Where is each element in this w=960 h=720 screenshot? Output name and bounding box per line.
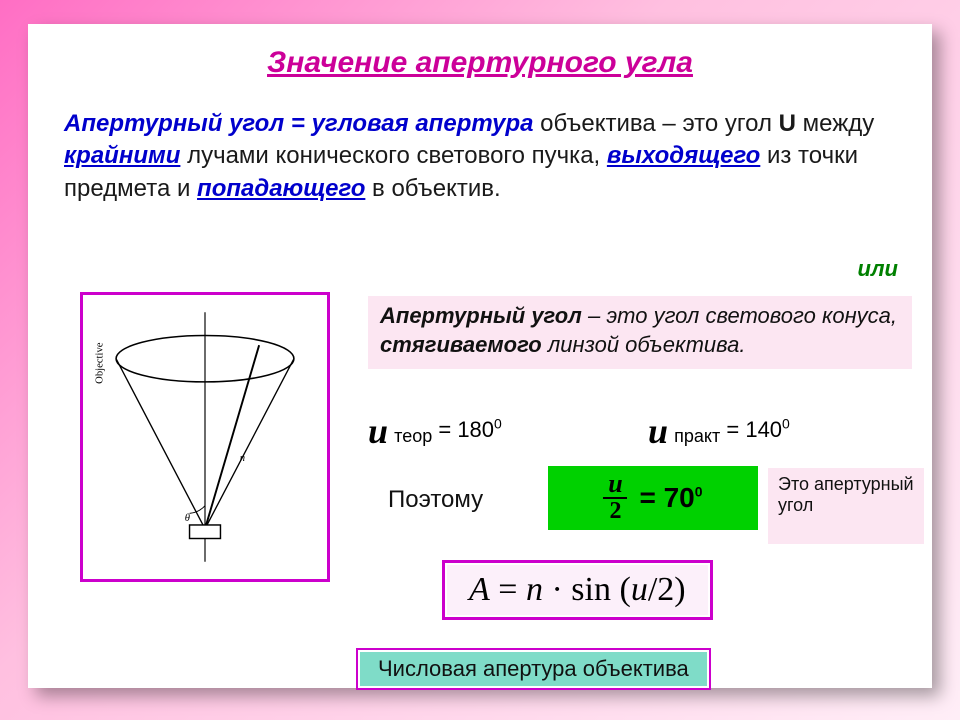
u-prakt-val: = 140 [726, 417, 782, 442]
intro-text-2: между [796, 110, 874, 137]
n-label: n [240, 453, 245, 464]
term-angular-aperture: угловая апертура [312, 110, 534, 137]
frac-num: u [608, 472, 622, 497]
definition-paragraph: Апертурный угол = угловая апертура объек… [64, 108, 896, 205]
u-sub-prakt: практ [674, 426, 720, 446]
eq-sign: = [284, 110, 311, 137]
f-sin: sin [571, 571, 619, 608]
u-teor-val: = 180 [438, 417, 494, 442]
slide-title: Значение апертурного угла [28, 46, 932, 80]
u-sub-teor: теор [394, 426, 432, 446]
theta-label: θ [185, 513, 190, 524]
or-label: или [857, 256, 898, 282]
deg-2: 0 [782, 415, 790, 431]
intro-text-3: лучами конического светового пучка, [180, 142, 606, 169]
numerical-aperture-formula-frame: A = n · sin (u/2) [442, 560, 713, 620]
fraction-u-over-2: u 2 [603, 472, 627, 524]
f-paren-close: ) [674, 571, 685, 608]
frac-den: 2 [603, 497, 627, 524]
f-n: n [526, 571, 543, 608]
intro-text-1: объектива – это угол [533, 110, 778, 137]
def2-term: Апертурный угол [380, 303, 582, 328]
u-symbol-2: u [648, 410, 668, 452]
def2-tail: линзой объектива. [542, 332, 746, 357]
term-aperture-angle: Апертурный угол [64, 110, 284, 137]
word-extreme: крайними [64, 142, 180, 169]
f-slash: / [648, 571, 657, 608]
f-u: u [631, 571, 648, 608]
f-dot: · [543, 571, 571, 608]
cone-diagram: θ n Objective [80, 292, 330, 582]
u-values-row: u теор = 1800 u практ = 1400 [368, 410, 928, 458]
f-A: A [469, 571, 490, 608]
u-practical: u практ = 1400 [648, 410, 790, 452]
half-angle-value: = 700 [639, 482, 702, 514]
half-angle-box: u 2 = 700 [548, 466, 758, 530]
def2-bold: стягиваемого [380, 332, 542, 357]
deg-1: 0 [494, 415, 502, 431]
numerical-aperture-formula: A = n · sin (u/2) [447, 565, 708, 615]
f-2: 2 [657, 571, 674, 608]
variable-u: U [779, 110, 796, 137]
green-eq: = 70 [639, 482, 694, 513]
side-note: Это апертурный угол [768, 468, 924, 544]
therefore-label: Поэтому [388, 486, 483, 514]
u-theoretical: u теор = 1800 [368, 410, 502, 452]
f-paren-open: ( [619, 571, 630, 608]
slide-card: Значение апертурного угла Апертурный уго… [28, 24, 932, 688]
word-emerging: выходящего [607, 142, 760, 169]
f-eq: = [490, 571, 526, 608]
objective-label: Objective [95, 342, 106, 384]
word-entering: попадающего [197, 175, 365, 202]
caption-frame: Числовая апертура объектива [356, 648, 711, 690]
deg-3: 0 [695, 484, 703, 500]
def2-mid: – это угол светового конуса, [582, 303, 897, 328]
intro-text-5: в объектив. [365, 175, 500, 202]
caption-text: Числовая апертура объектива [360, 652, 707, 686]
u-symbol-1: u [368, 410, 388, 452]
definition-box-2: Апертурный угол – это угол светового кон… [368, 296, 912, 369]
